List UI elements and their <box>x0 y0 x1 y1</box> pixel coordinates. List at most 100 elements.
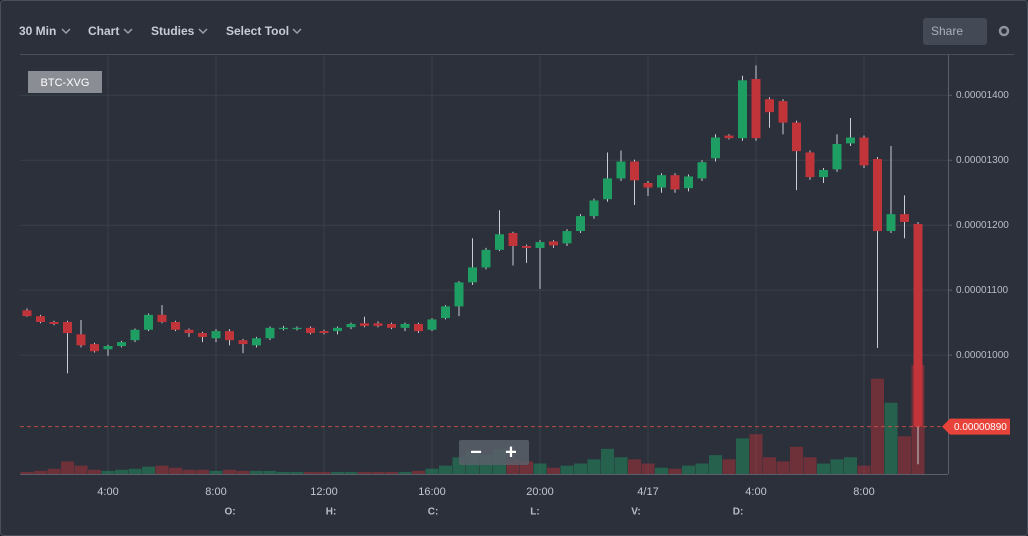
x-tick-label: 4:00 <box>97 486 118 498</box>
volume-bar <box>425 468 439 474</box>
y-tick-label: 0.00001100 <box>956 285 1009 296</box>
symbol-badge <box>28 71 102 93</box>
grid <box>20 55 948 474</box>
candle-body <box>427 319 437 330</box>
candle-body <box>549 241 558 246</box>
candle-body <box>373 323 383 326</box>
candle-body <box>535 242 545 248</box>
candle-body <box>886 214 896 232</box>
volume-bar <box>196 469 209 474</box>
candle-body <box>171 321 180 330</box>
volume-bar <box>709 455 722 474</box>
volume-bar <box>560 465 574 474</box>
candle-body <box>63 321 72 334</box>
candle-body <box>387 323 396 328</box>
volume-layer <box>20 365 925 474</box>
candle-body <box>346 323 356 328</box>
volume-bar <box>398 471 412 474</box>
candle-body <box>873 158 882 232</box>
volume-bar <box>74 465 88 474</box>
candle-body <box>778 101 788 123</box>
volume-bar <box>371 471 385 474</box>
chevron <box>61 28 71 35</box>
volume-bar <box>385 471 398 474</box>
candle-body <box>265 327 275 339</box>
candle-body <box>913 223 923 427</box>
share-label: Share <box>931 24 963 38</box>
volume-bar <box>439 465 452 474</box>
volume-bar <box>587 459 601 474</box>
volume-bar <box>47 468 61 474</box>
volume-bar <box>776 461 790 474</box>
volume-bar <box>304 471 317 474</box>
candle-body <box>306 327 315 334</box>
volume-bar <box>209 470 223 474</box>
candle-body <box>319 331 329 334</box>
candle-body <box>522 245 531 248</box>
volume-bar <box>722 459 736 474</box>
candle-body <box>724 135 734 139</box>
candle-body <box>508 232 518 246</box>
ohlc-label: O: <box>224 507 235 518</box>
volume-bar <box>655 467 668 474</box>
x-tick-label: 20:00 <box>526 486 554 498</box>
y-tick-label: 0.00001300 <box>956 155 1009 166</box>
tool-menu[interactable]: Select Tool <box>226 24 289 38</box>
candle-body <box>738 80 747 139</box>
ohlc-label: V: <box>631 507 640 518</box>
chevron <box>123 28 133 35</box>
zoom-in[interactable]: + <box>505 441 517 463</box>
candle-body <box>130 329 140 341</box>
studies-menu[interactable]: Studies <box>151 24 195 38</box>
chart-menu[interactable]: Chart <box>88 24 119 38</box>
last-price-label: 0.00000890 <box>954 422 1007 433</box>
share-button[interactable] <box>923 18 987 45</box>
candle-body <box>832 143 842 170</box>
y-tick-label: 0.00001000 <box>956 350 1009 361</box>
candle-body <box>616 161 626 179</box>
candle-body <box>144 314 153 330</box>
x-tick-label: 4:00 <box>745 486 766 498</box>
volume-bar <box>628 459 641 474</box>
volume-bar <box>614 457 628 474</box>
volume-bar <box>533 463 547 474</box>
candle-body <box>279 327 288 330</box>
x-tick-label: 12:00 <box>310 486 338 498</box>
volume-bar <box>736 438 749 474</box>
candle-body <box>481 249 491 268</box>
ohlc-label: H: <box>326 507 337 518</box>
volume-bar <box>236 470 250 474</box>
candle-body <box>333 327 342 332</box>
zoom-control <box>459 440 529 465</box>
y-tick-label: 0.00001200 <box>956 220 1009 231</box>
volume-bar <box>88 469 101 474</box>
x-tick-label: 8:00 <box>853 486 874 498</box>
zoom-out[interactable]: − <box>470 441 482 463</box>
candle-body <box>157 314 167 322</box>
volume-bar <box>277 471 290 474</box>
volume-bar <box>20 471 34 474</box>
volume-bar <box>844 457 857 474</box>
settings-icon[interactable] <box>998 25 1010 37</box>
candle-body <box>792 122 801 152</box>
candle-body <box>711 137 720 159</box>
volume-bar <box>290 471 304 474</box>
candle-body <box>562 231 572 244</box>
candle-body <box>211 331 221 339</box>
volume-bar <box>857 465 871 474</box>
x-tick-label: 8:00 <box>205 486 226 498</box>
volume-bar <box>898 436 911 474</box>
candle-body <box>36 316 45 322</box>
candle-body <box>184 329 194 334</box>
candle-body <box>441 306 450 319</box>
candle-body <box>252 338 261 346</box>
volume-bar <box>250 470 263 474</box>
volume-bar <box>547 467 560 474</box>
interval-menu[interactable]: 30 Min <box>19 24 56 38</box>
volume-bar <box>884 402 898 474</box>
candle-body <box>292 327 302 330</box>
candle-body <box>49 321 59 324</box>
volume-bar <box>695 463 709 474</box>
candle-body <box>859 137 869 166</box>
volume-bar <box>34 470 47 474</box>
